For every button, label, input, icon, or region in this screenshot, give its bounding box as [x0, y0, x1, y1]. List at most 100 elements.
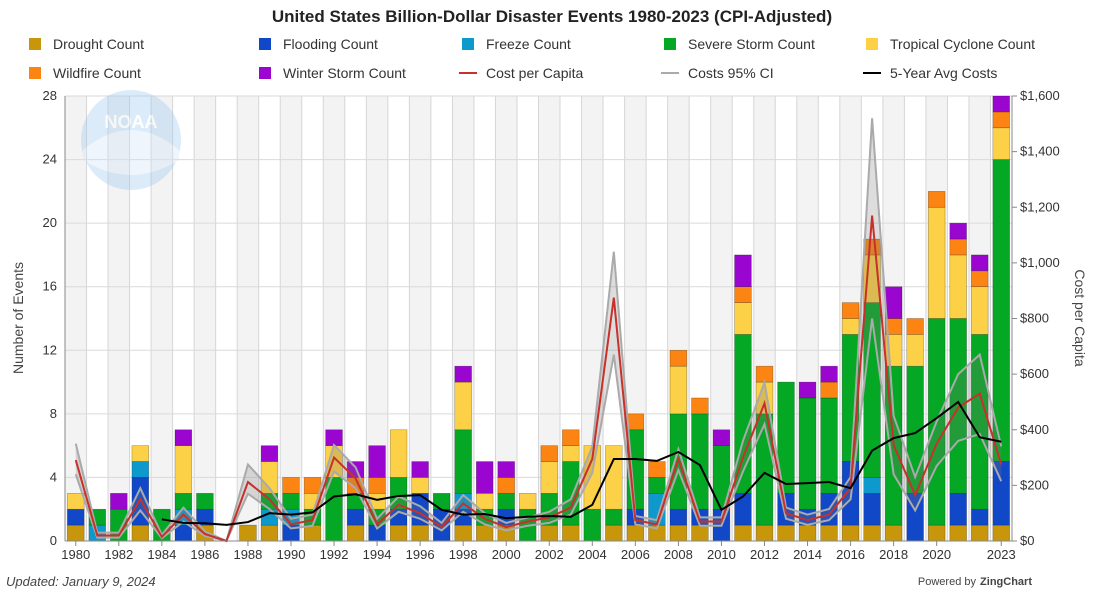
bar-winter-storm-count-1994 [368, 445, 386, 478]
grid-band [215, 96, 238, 541]
bar-winter-storm-count-2014 [798, 381, 817, 399]
legend-marker [29, 38, 41, 50]
bar-freeze-count-2017 [863, 477, 881, 494]
bar-drought-count-1993 [346, 524, 365, 542]
grid-band [538, 96, 561, 541]
grid-band [581, 96, 604, 541]
bar-wildfire-count-2002 [540, 445, 558, 462]
bar-severe-storm-count-2005 [605, 508, 623, 526]
bar-drought-count-2006 [626, 524, 645, 542]
bar-flooding-count-2017 [863, 493, 881, 526]
grid-band [344, 96, 367, 541]
bar-flooding-count-1993 [346, 508, 365, 526]
bar-winter-storm-count-1982 [110, 493, 128, 510]
grid-band [258, 96, 281, 541]
powered-by[interactable]: Powered by [918, 576, 977, 588]
svg-text:NOAA: NOAA [105, 112, 158, 132]
bar-drought-count-1988 [239, 524, 257, 542]
bar-drought-count-2020 [927, 524, 946, 542]
legend-label: Drought Count [53, 36, 144, 52]
zingchart-brand[interactable]: ZingChart [980, 576, 1032, 588]
grid-band [237, 96, 259, 541]
y2-tick-label: $800 [1020, 311, 1049, 326]
y-tick-label: 28 [43, 88, 57, 103]
bar-tropical-cyclone-count-2020 [927, 206, 946, 319]
y2-tick-label: $1,600 [1020, 88, 1060, 103]
legend-label: Severe Storm Count [688, 36, 815, 52]
bar-tropical-cyclone-count-1980 [67, 493, 85, 510]
grid-band [301, 96, 324, 541]
grid-band [86, 96, 109, 541]
bar-tropical-cyclone-count-2023 [992, 127, 1010, 160]
bar-drought-count-2017 [863, 524, 881, 542]
bar-drought-count-1991 [303, 524, 322, 542]
bar-tropical-cyclone-count-1985 [174, 445, 193, 494]
grid-band [473, 96, 496, 541]
bar-wildfire-count-1990 [282, 477, 300, 494]
legend-item-5-year-avg-costs[interactable]: 5-Year Avg Costs [863, 65, 997, 81]
legend-item-cost-per-capita[interactable]: Cost per Capita [459, 65, 583, 81]
x-tick-label: 2012 [750, 547, 779, 562]
bar-tropical-cyclone-count-1998 [454, 381, 472, 431]
bar-flooding-count-2021 [949, 493, 967, 526]
bar-drought-count-1980 [67, 524, 85, 542]
chart-title: United States Billion-Dollar Disaster Ev… [272, 7, 832, 26]
bar-severe-storm-count-2000 [497, 493, 515, 510]
legend-marker [259, 67, 271, 79]
cost-per-capita-line [74, 215, 1003, 543]
bar-tropical-cyclone-count-1996 [411, 477, 429, 494]
grid-band [495, 96, 517, 541]
bar-wildfire-count-2006 [626, 413, 645, 431]
legend-marker [29, 67, 41, 79]
legend-marker [664, 38, 676, 50]
bar-tropical-cyclone-count-2005 [605, 445, 623, 510]
bar-flooding-count-2008 [669, 508, 688, 526]
y2-tick-label: $1,200 [1020, 199, 1060, 214]
bar-drought-count-2022 [971, 524, 989, 542]
bar-severe-storm-count-2004 [583, 508, 602, 542]
x-tick-label: 1990 [277, 547, 306, 562]
noaa-logo: NOAA [81, 90, 181, 190]
bar-wildfire-count-2008 [669, 349, 688, 367]
legend-item-wildfire-count[interactable]: Wildfire Count [29, 65, 141, 81]
legend-item-freeze-count[interactable]: Freeze Count [462, 36, 571, 52]
x-tick-label: 1980 [61, 547, 90, 562]
x-tick-label: 2006 [621, 547, 650, 562]
bar-severe-storm-count-2013 [777, 381, 795, 494]
x-tick-label: 2016 [836, 547, 865, 562]
legend-label: Costs 95% CI [688, 65, 774, 81]
y2-tick-label: $600 [1020, 366, 1049, 381]
grid-band [366, 96, 388, 541]
x-tick-label: 1986 [190, 547, 219, 562]
legend-label: Winter Storm Count [283, 65, 406, 81]
x-tick-label: 2000 [492, 547, 521, 562]
legend-item-severe-storm-count[interactable]: Severe Storm Count [664, 36, 815, 52]
bar-drought-count-1989 [260, 524, 279, 542]
y2-tick-label: $1,400 [1020, 144, 1060, 159]
legend-marker [866, 38, 878, 50]
y-tick-label: 20 [43, 215, 57, 230]
legend-item-drought-count[interactable]: Drought Count [29, 36, 144, 52]
legend-label: Flooding Count [283, 36, 378, 52]
bar-drought-count-2008 [669, 524, 688, 542]
x-tick-label: 2010 [707, 547, 736, 562]
legend-item-costs-95-ci[interactable]: Costs 95% CI [661, 65, 774, 81]
legend-item-flooding-count[interactable]: Flooding Count [259, 36, 378, 52]
bar-drought-count-1998 [454, 524, 472, 542]
legend-item-winter-storm-count[interactable]: Winter Storm Count [259, 65, 406, 81]
grid-band [409, 96, 431, 541]
bar-wildfire-count-2011 [734, 286, 752, 303]
bar-severe-storm-count-2015 [820, 397, 838, 494]
bar-tropical-cyclone-count-1999 [475, 493, 494, 510]
bar-severe-storm-count-1986 [196, 493, 214, 510]
bar-winter-storm-count-1989 [260, 445, 279, 462]
x-tick-label: 2004 [578, 547, 607, 562]
bar-winter-storm-count-1992 [325, 429, 343, 446]
bar-severe-storm-count-2014 [798, 397, 817, 510]
bar-wildfire-count-2009 [691, 397, 709, 415]
bar-tropical-cyclone-count-1983 [131, 445, 150, 462]
legend-item-tropical-cyclone-count[interactable]: Tropical Cyclone Count [866, 36, 1035, 52]
x-tick-label: 1982 [104, 547, 133, 562]
